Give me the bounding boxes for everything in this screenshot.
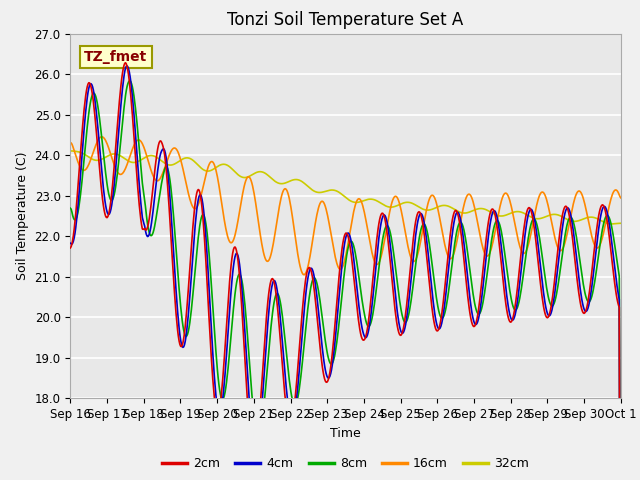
16cm xyxy=(430,194,438,200)
16cm xyxy=(300,272,308,277)
32cm xyxy=(617,220,625,226)
2cm xyxy=(77,152,84,158)
Line: 4cm: 4cm xyxy=(70,66,621,480)
Line: 16cm: 16cm xyxy=(70,137,621,275)
Line: 8cm: 8cm xyxy=(70,81,621,480)
Line: 2cm: 2cm xyxy=(70,63,621,480)
16cm xyxy=(617,195,625,201)
32cm xyxy=(607,221,614,227)
4cm xyxy=(413,222,421,228)
16cm xyxy=(77,164,84,170)
32cm xyxy=(429,206,436,212)
4cm xyxy=(190,241,198,247)
2cm xyxy=(67,245,74,251)
4cm xyxy=(67,240,74,246)
16cm xyxy=(190,205,198,211)
32cm xyxy=(77,149,84,155)
8cm xyxy=(190,284,198,289)
Text: TZ_fmet: TZ_fmet xyxy=(84,50,147,64)
8cm xyxy=(125,78,133,84)
Legend: 2cm, 4cm, 8cm, 16cm, 32cm: 2cm, 4cm, 8cm, 16cm, 32cm xyxy=(157,452,534,475)
2cm xyxy=(122,60,129,66)
4cm xyxy=(124,63,131,69)
8cm xyxy=(134,129,141,134)
Line: 32cm: 32cm xyxy=(70,151,621,224)
2cm xyxy=(429,314,437,320)
16cm xyxy=(219,207,227,213)
16cm xyxy=(67,140,74,145)
16cm xyxy=(414,251,422,256)
32cm xyxy=(133,159,141,165)
16cm xyxy=(98,134,106,140)
8cm xyxy=(77,193,84,199)
4cm xyxy=(429,300,437,305)
X-axis label: Time: Time xyxy=(330,427,361,440)
4cm xyxy=(77,174,84,180)
2cm xyxy=(134,185,141,191)
8cm xyxy=(219,396,227,402)
Title: Tonzi Soil Temperature Set A: Tonzi Soil Temperature Set A xyxy=(227,11,464,29)
4cm xyxy=(134,162,141,168)
8cm xyxy=(413,249,421,255)
32cm xyxy=(218,162,226,168)
4cm xyxy=(219,396,227,402)
2cm xyxy=(190,215,198,221)
2cm xyxy=(413,212,421,217)
8cm xyxy=(429,271,437,277)
16cm xyxy=(134,137,141,143)
32cm xyxy=(189,157,196,163)
2cm xyxy=(219,376,227,382)
8cm xyxy=(67,205,74,211)
32cm xyxy=(67,148,74,154)
Y-axis label: Soil Temperature (C): Soil Temperature (C) xyxy=(16,152,29,280)
32cm xyxy=(413,203,420,208)
